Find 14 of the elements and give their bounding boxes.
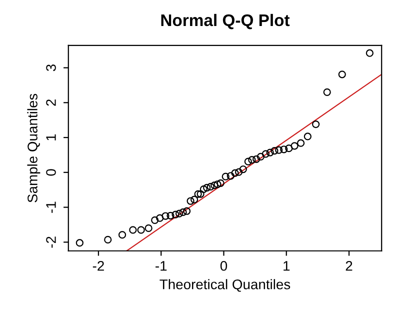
y-tick-label: -2 [46,236,56,248]
x-axis-title: Theoretical Quantiles [160,279,290,292]
y-tick-label: 0 [46,169,56,176]
chart-title: Normal Q-Q Plot [161,14,290,30]
y-tick-label: 1 [46,134,56,140]
y-tick-label: -1 [46,202,56,213]
y-tick-label: 3 [46,64,56,72]
y-tick-label: 2 [46,99,56,106]
x-tick-label: 0 [220,260,228,271]
y-axis-title: Sample Quantiles [27,94,40,202]
x-tick-label: -2 [92,260,104,271]
x-tick-label: 1 [284,261,290,271]
x-tick-label: 2 [346,260,352,271]
x-tick-label: -1 [156,261,167,271]
